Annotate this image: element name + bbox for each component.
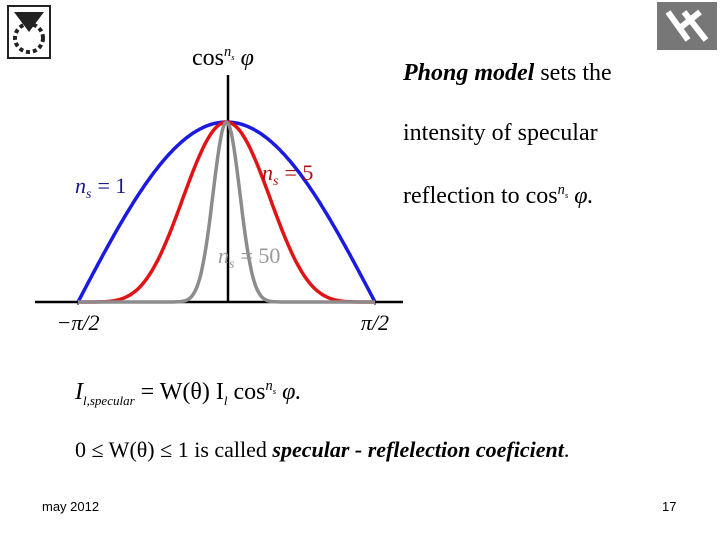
y-label: cosns φ [192,44,254,72]
text: = W(θ) I [140,379,224,405]
text: cos [525,183,558,209]
text: I [75,379,83,405]
label-part: n [224,44,232,60]
label-part: φ [240,45,254,71]
curve [76,120,377,303]
logo-left [7,5,51,59]
label-eq: = 5 [284,160,313,185]
text: sets the [540,60,612,86]
footer-date: may 2012 [42,499,100,514]
text: s [272,385,277,396]
text: l [223,392,228,408]
curve-label: ns = 5 [262,160,313,189]
label-sub: s [273,174,279,189]
text: . [563,437,570,462]
term: specular - reflelection coeficient [272,437,564,462]
label-var: n [75,173,86,198]
text: n [265,378,273,394]
label-eq: = 50 [240,243,280,268]
curve-label: ns = 1 [75,173,126,202]
text-line: 0 ≤ W(θ) ≤ 1 is called specular - reflel… [75,437,569,463]
text: φ. [574,183,594,209]
curve [77,120,376,304]
text: l,specular [83,392,135,408]
text: φ. [282,379,302,405]
curve-label: ns = 50 [218,243,280,272]
text: 0 ≤ W(θ) ≤ 1 is called [75,437,267,462]
label-part: cos [192,45,224,71]
formula: Il,specular = W(θ) Il cosns φ. [75,378,301,409]
text: cos [233,379,266,405]
x-tick-label: −π/2 [57,310,100,335]
label-var: n [218,243,229,268]
label-var: n [262,160,273,185]
term: Phong model [403,60,535,86]
text: reflection to [403,183,520,209]
logo-right [657,2,717,50]
text: n [557,182,565,198]
x-tick-label: π/2 [361,310,389,335]
label-part: s [231,51,235,62]
text-line: intensity of specular [403,120,598,146]
label-sub: s [229,257,235,272]
text-line: reflection to cosns φ. [403,182,593,210]
label-eq: = 1 [97,173,126,198]
page-number: 17 [662,499,677,514]
curve [77,120,376,304]
text: s [564,189,569,200]
label-sub: s [86,187,92,202]
text-line: Phong model sets the [403,60,612,87]
